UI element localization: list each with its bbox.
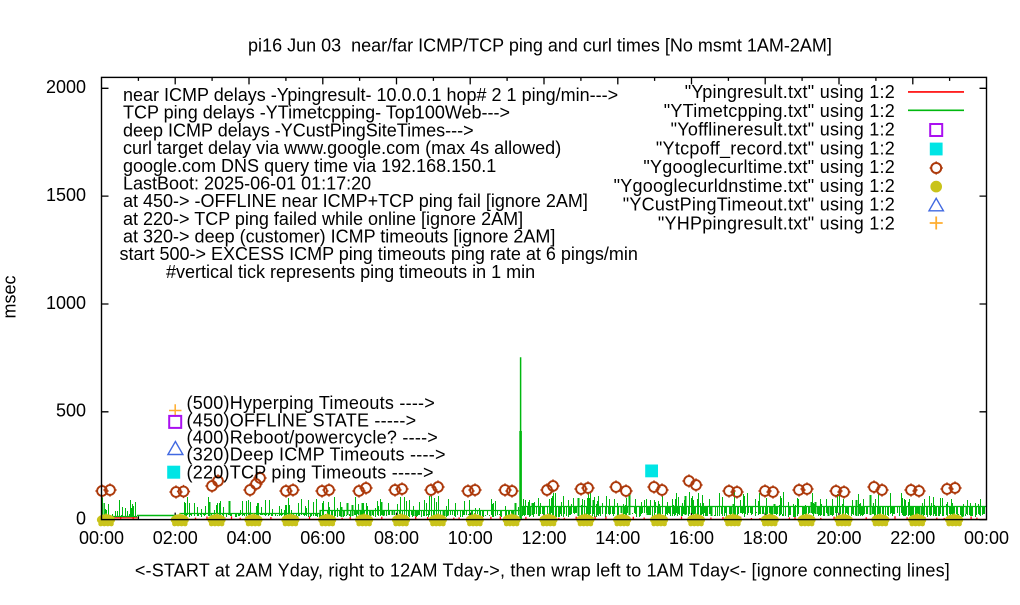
- svg-text:00:00: 00:00: [964, 528, 1009, 548]
- svg-text:<-START at 2AM Yday, right to: <-START at 2AM Yday, right to 12AM Tday-…: [135, 560, 950, 580]
- svg-text:at 320-> deep (customer) ICMP: at 320-> deep (customer) ICMP timeouts […: [123, 227, 555, 247]
- svg-text:TCP ping delays -YTimetcpping-: TCP ping delays -YTimetcpping- Top100Web…: [123, 103, 510, 123]
- svg-text:04:00: 04:00: [226, 528, 271, 548]
- svg-text:at 450-> -OFFLINE near ICMP+TC: at 450-> -OFFLINE near ICMP+TCP ping fai…: [123, 191, 588, 211]
- svg-text:2000: 2000: [46, 77, 86, 97]
- svg-text:"Yofflineresult.txt" using 1:2: "Yofflineresult.txt" using 1:2: [671, 120, 895, 140]
- svg-text:start 500-> EXCESS ICMP ping t: start 500-> EXCESS ICMP ping timeouts pi…: [120, 244, 638, 264]
- svg-text:(220)TCP ping Timeouts ----->: (220)TCP ping Timeouts ----->: [187, 462, 434, 482]
- svg-text:00:00: 00:00: [79, 528, 124, 548]
- svg-text:"Ygooglecurldnstime.txt" using: "Ygooglecurldnstime.txt" using 1:2: [614, 176, 895, 196]
- svg-text:(400)Reboot/powercycle? ---->: (400)Reboot/powercycle? ---->: [187, 427, 439, 447]
- svg-text:(450)OFFLINE STATE ----->: (450)OFFLINE STATE ----->: [187, 411, 417, 431]
- svg-text:near ICMP delays -Ypingresult-: near ICMP delays -Ypingresult- 10.0.0.1 …: [123, 85, 618, 105]
- svg-text:at 220-> TCP ping failed while: at 220-> TCP ping failed while online [i…: [123, 209, 523, 229]
- svg-text:08:00: 08:00: [374, 528, 419, 548]
- svg-text:10:00: 10:00: [448, 528, 493, 548]
- svg-text:06:00: 06:00: [300, 528, 345, 548]
- svg-text:0: 0: [76, 509, 86, 529]
- svg-text:1000: 1000: [46, 293, 86, 313]
- svg-text:LastBoot: 2025-06-01 01:17:20: LastBoot: 2025-06-01 01:17:20: [123, 173, 371, 193]
- svg-text:14:00: 14:00: [595, 528, 640, 548]
- svg-text:1500: 1500: [46, 185, 86, 205]
- svg-text:#vertical tick represents ping: #vertical tick represents ping timeouts …: [166, 262, 535, 282]
- svg-text:20:00: 20:00: [816, 528, 861, 548]
- svg-text:"YTimetcpping.txt" using 1:2: "YTimetcpping.txt" using 1:2: [664, 101, 895, 121]
- svg-text:500: 500: [56, 401, 86, 421]
- svg-text:12:00: 12:00: [521, 528, 566, 548]
- svg-text:deep ICMP delays -YCustPingSit: deep ICMP delays -YCustPingSiteTimes--->: [123, 120, 474, 140]
- svg-text:(320)Deep ICMP Timeouts ---->: (320)Deep ICMP Timeouts ---->: [187, 445, 446, 465]
- svg-text:"YCustPingTimeout.txt" using 1: "YCustPingTimeout.txt" using 1:2: [623, 195, 895, 215]
- svg-text:(500)Hyperping Timeouts ---->: (500)Hyperping Timeouts ---->: [187, 393, 436, 413]
- svg-text:"Ygooglecurltime.txt" using 1:: "Ygooglecurltime.txt" using 1:2: [643, 157, 895, 177]
- svg-text:"Ytcpoff_record.txt" using 1:2: "Ytcpoff_record.txt" using 1:2: [656, 138, 895, 159]
- svg-text:msec: msec: [0, 275, 20, 318]
- svg-text:18:00: 18:00: [743, 528, 788, 548]
- svg-text:curl target delay via www.goog: curl target delay via www.google.com (ma…: [123, 138, 561, 158]
- svg-text:google.com DNS query time via: google.com DNS query time via 192.168.15…: [123, 156, 496, 176]
- svg-text:16:00: 16:00: [669, 528, 714, 548]
- svg-text:02:00: 02:00: [153, 528, 198, 548]
- svg-text:pi16 Jun 03 near/far ICMP/TCP: pi16 Jun 03 near/far ICMP/TCP ping and c…: [248, 35, 832, 55]
- svg-text:22:00: 22:00: [890, 528, 935, 548]
- svg-text:"Ypingresult.txt" using 1:2: "Ypingresult.txt" using 1:2: [685, 82, 895, 102]
- svg-text:"YHPpingresult.txt" using 1:2: "YHPpingresult.txt" using 1:2: [658, 213, 895, 233]
